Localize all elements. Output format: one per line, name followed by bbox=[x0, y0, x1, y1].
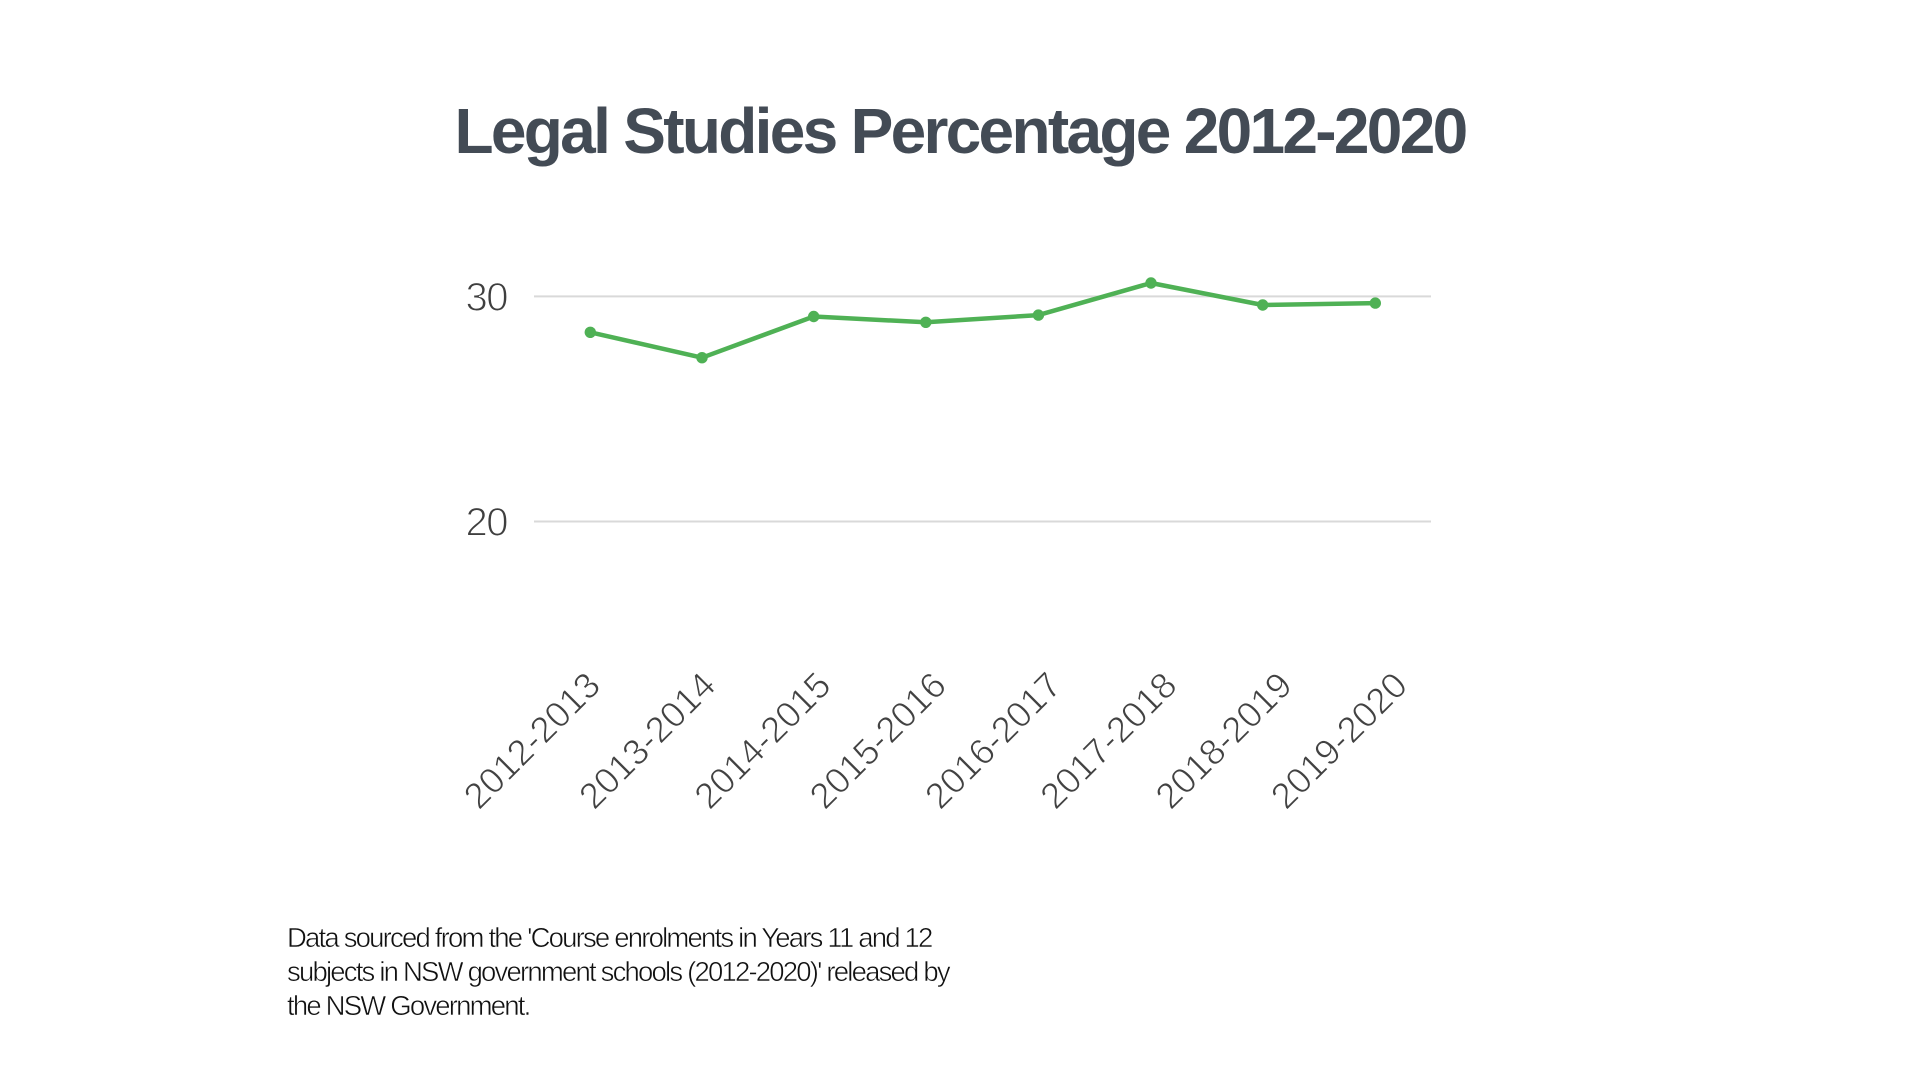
svg-text:20: 20 bbox=[466, 501, 508, 545]
svg-text:30: 30 bbox=[466, 276, 508, 320]
